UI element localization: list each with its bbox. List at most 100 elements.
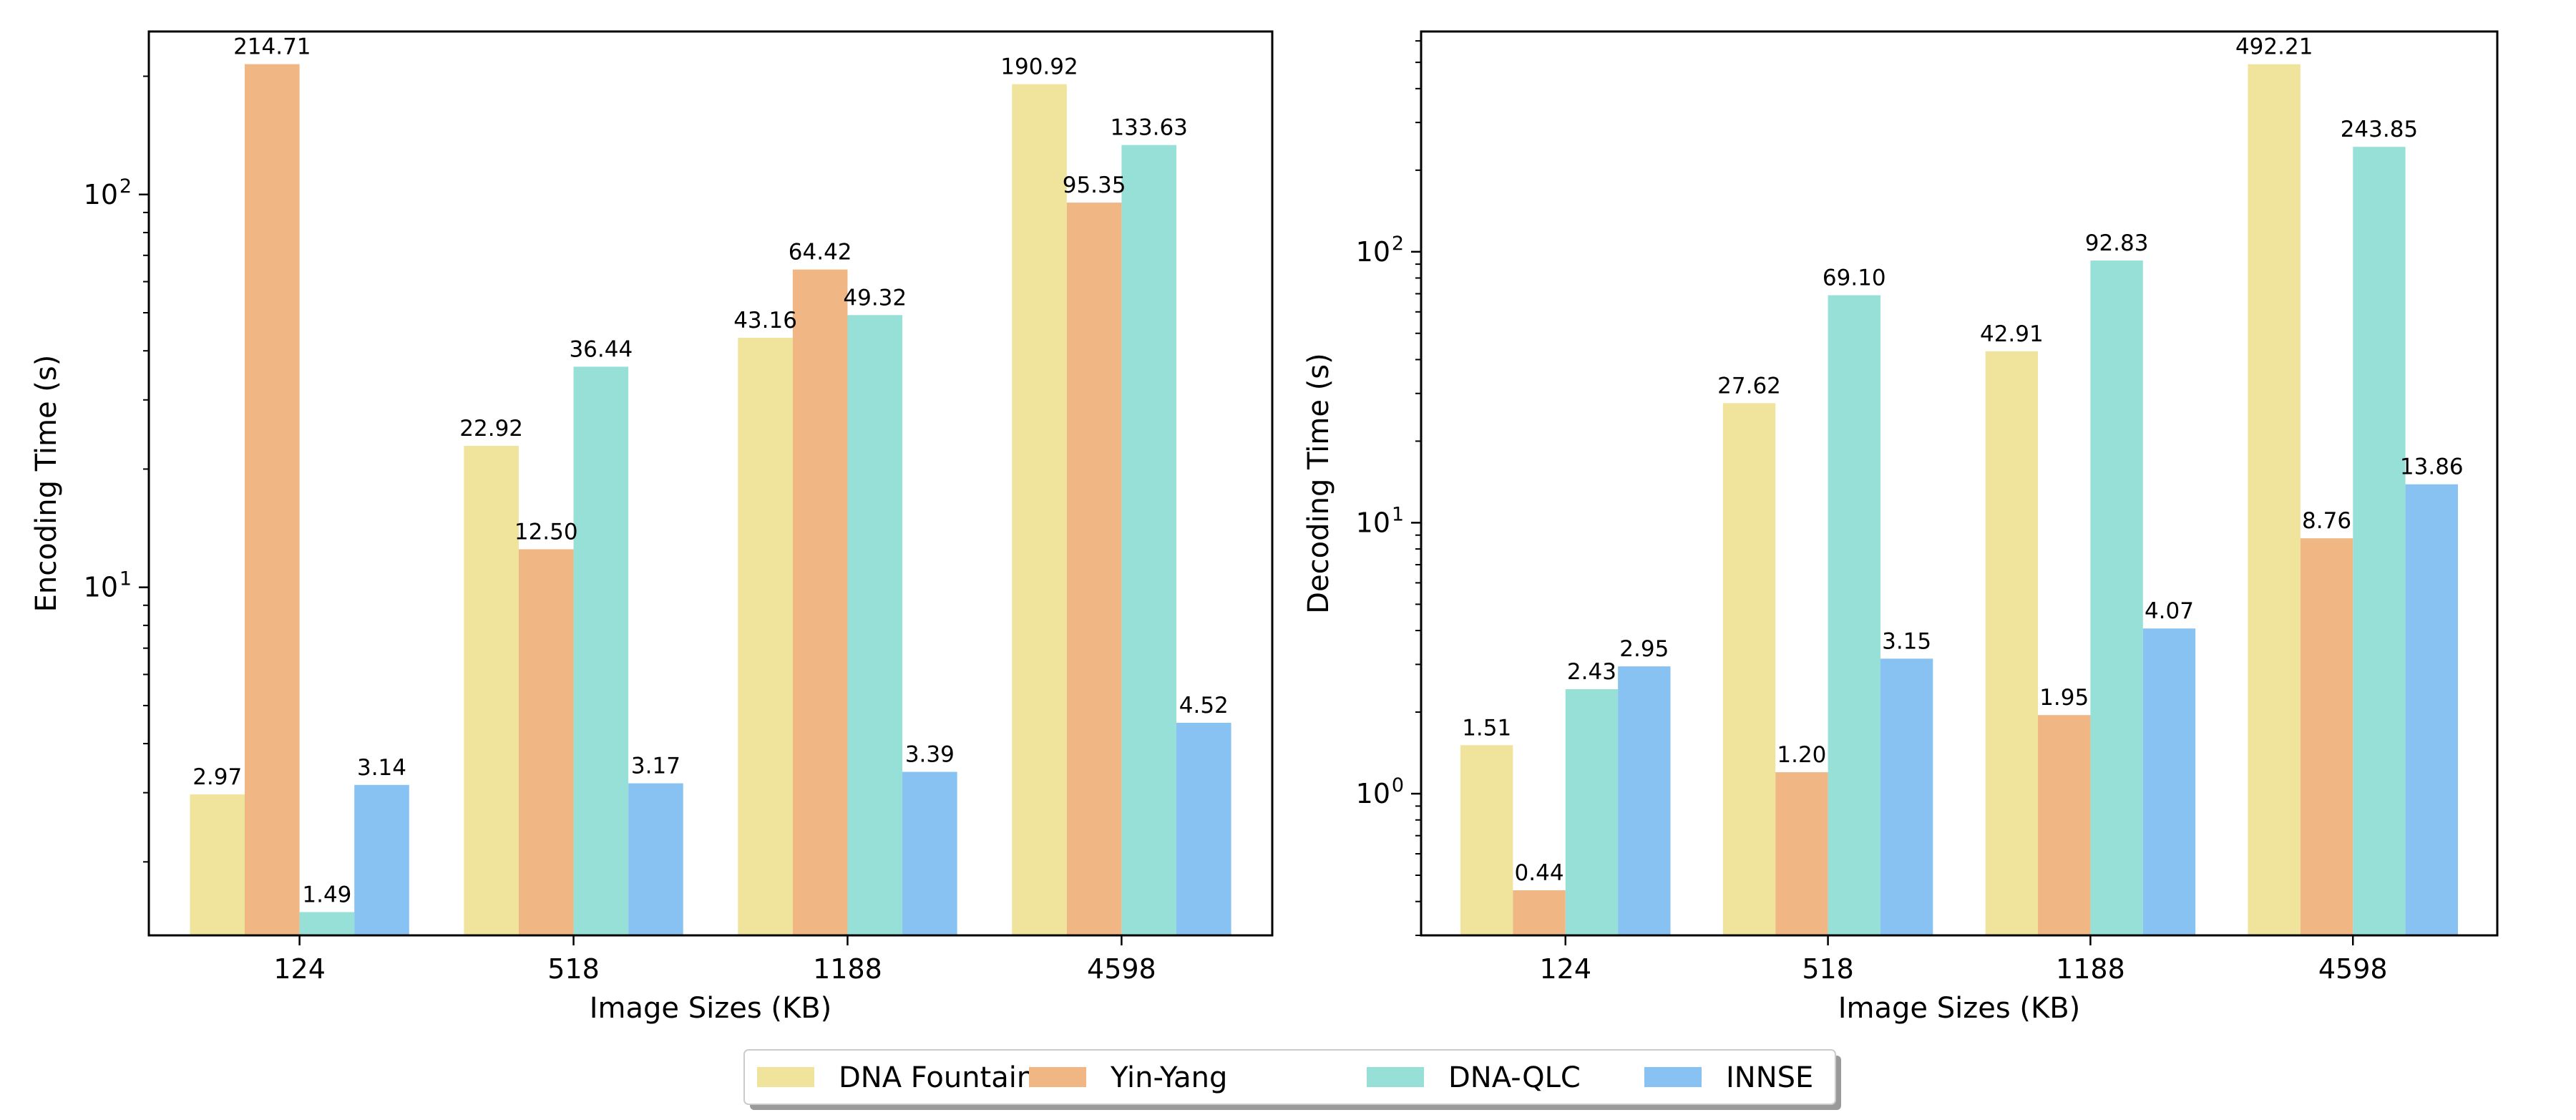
y-axis-label: Decoding Time (s) xyxy=(1302,353,1335,614)
bar-yin-yang-4598 xyxy=(1066,203,1122,935)
data-label: 27.62 xyxy=(1717,373,1781,399)
bar-yin-yang-1188 xyxy=(2038,715,2091,935)
legend-label: INNSE xyxy=(1726,1061,1813,1094)
y-axis-label: Encoding Time (s) xyxy=(30,355,63,613)
bar-innse-1188 xyxy=(902,771,957,935)
bar-dna-qlc-4598 xyxy=(1121,145,1176,935)
bar-dna-fountain-4598 xyxy=(1012,84,1067,936)
bar-dna-qlc-124 xyxy=(299,912,355,935)
bar-yin-yang-518 xyxy=(1775,772,1828,935)
bar-dna-qlc-124 xyxy=(1565,689,1619,935)
legend-box xyxy=(743,1049,1836,1105)
legend-swatch-yin-yang xyxy=(1029,1067,1086,1087)
data-label: 95.35 xyxy=(1063,172,1126,198)
bar-dna-fountain-518 xyxy=(1722,403,1776,935)
x-axis-label: Image Sizes (KB) xyxy=(590,992,832,1025)
y-tick-label: 10 xyxy=(1356,236,1390,268)
bar-dna-qlc-518 xyxy=(1828,295,1880,935)
x-tick-label: 124 xyxy=(273,953,326,985)
bar-innse-4598 xyxy=(1176,722,1231,935)
bar-yin-yang-4598 xyxy=(2300,538,2353,935)
y-tick-label: 10 xyxy=(84,179,118,210)
data-label: 2.97 xyxy=(192,764,242,790)
data-label: 214.71 xyxy=(233,34,311,60)
data-label: 3.17 xyxy=(631,754,680,779)
data-label: 3.15 xyxy=(1882,628,1931,654)
bar-yin-yang-518 xyxy=(518,549,574,935)
bar-innse-124 xyxy=(1618,666,1671,935)
bar-yin-yang-124 xyxy=(245,64,300,936)
bar-dna-qlc-1188 xyxy=(2090,260,2143,935)
x-tick-label: 4598 xyxy=(1087,953,1156,985)
data-label: 2.43 xyxy=(1567,659,1616,685)
bar-innse-4598 xyxy=(2405,484,2458,935)
y-tick-label: 10 xyxy=(1356,778,1390,809)
bar-dna-fountain-1188 xyxy=(1985,351,2039,935)
bar-dna-fountain-124 xyxy=(190,794,245,935)
y-tick-label: 10 xyxy=(84,572,118,603)
bar-yin-yang-124 xyxy=(1513,890,1566,935)
y-tick-exponent: 2 xyxy=(119,175,132,198)
data-label: 8.76 xyxy=(2302,508,2351,534)
x-tick-label: 4598 xyxy=(2318,953,2388,985)
legend-label: Yin-Yang xyxy=(1110,1061,1227,1094)
chart-legend: DNA Fountain Yin-Yang DNA-QLC INNSE xyxy=(743,1049,1841,1110)
data-label: 3.14 xyxy=(357,755,406,781)
y-tick-exponent: 0 xyxy=(1392,774,1404,797)
data-label: 1.49 xyxy=(302,882,351,907)
data-label: 69.10 xyxy=(1823,266,1886,291)
data-label: 22.92 xyxy=(459,416,523,442)
y-tick-exponent: 1 xyxy=(1392,503,1404,525)
y-tick-exponent: 1 xyxy=(119,568,132,590)
legend-label: DNA-QLC xyxy=(1448,1061,1581,1094)
x-tick-label: 1188 xyxy=(2056,953,2125,985)
data-label: 492.21 xyxy=(2235,34,2313,60)
data-label: 49.32 xyxy=(843,285,907,311)
data-label: 3.39 xyxy=(905,742,955,768)
bar-innse-1188 xyxy=(2142,628,2196,935)
data-label: 243.85 xyxy=(2341,117,2418,142)
x-tick-label: 518 xyxy=(1802,953,1854,985)
data-label: 0.44 xyxy=(1515,860,1564,886)
x-tick-label: 124 xyxy=(1539,953,1591,985)
data-label: 36.44 xyxy=(569,336,633,362)
data-label: 4.52 xyxy=(1179,693,1229,719)
bar-innse-518 xyxy=(628,783,683,935)
data-label: 190.92 xyxy=(1000,54,1078,80)
x-tick-label: 518 xyxy=(547,953,600,985)
bar-innse-124 xyxy=(354,784,409,935)
x-tick-label: 1188 xyxy=(813,953,882,985)
bar-dna-qlc-1188 xyxy=(847,315,903,935)
data-label: 13.86 xyxy=(2400,454,2464,480)
data-label: 133.63 xyxy=(1110,115,1187,141)
legend-swatch-innse xyxy=(1644,1067,1702,1087)
data-label: 64.42 xyxy=(789,240,852,266)
plot-frame xyxy=(147,30,1274,937)
encoding-time-chart: 2.97 22.92 43.16 190.92 214.71 12.50 64.42 95.3… xyxy=(30,30,1274,1025)
decoding-time-chart: 1.51 27.62 42.91 492.21 0.44 1.20 1.95 8.76 2.43… xyxy=(1302,30,2499,1025)
bar-dna-qlc-4598 xyxy=(2353,147,2406,936)
plot-frame xyxy=(1420,30,2499,937)
y-tick-exponent: 2 xyxy=(1392,233,1404,255)
bar-yin-yang-1188 xyxy=(792,269,848,936)
data-label: 42.91 xyxy=(1980,321,2044,347)
data-label: 4.07 xyxy=(2145,598,2194,624)
x-axis-label: Image Sizes (KB) xyxy=(1838,992,2081,1025)
data-label: 1.20 xyxy=(1777,742,1826,768)
legend-swatch-dna-fountain xyxy=(757,1067,814,1087)
bar-dna-fountain-4598 xyxy=(2248,64,2301,936)
data-label: 2.95 xyxy=(1619,636,1669,662)
data-label: 12.50 xyxy=(514,519,578,545)
legend-swatch-dna-qlc xyxy=(1367,1067,1424,1087)
bar-dna-fountain-124 xyxy=(1460,745,1513,935)
data-label: 1.51 xyxy=(1462,715,1511,741)
bar-dna-fountain-518 xyxy=(464,445,519,935)
data-label: 92.83 xyxy=(2085,230,2149,256)
bar-innse-518 xyxy=(1880,658,1933,935)
bar-dna-qlc-518 xyxy=(573,366,629,935)
bar-dna-fountain-1188 xyxy=(738,338,793,935)
data-label: 1.95 xyxy=(2039,685,2089,711)
y-tick-label: 10 xyxy=(1356,507,1390,538)
